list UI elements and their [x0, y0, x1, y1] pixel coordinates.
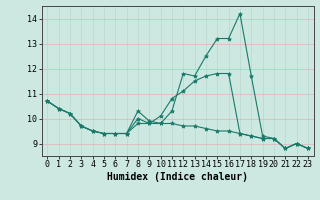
X-axis label: Humidex (Indice chaleur): Humidex (Indice chaleur) — [107, 172, 248, 182]
